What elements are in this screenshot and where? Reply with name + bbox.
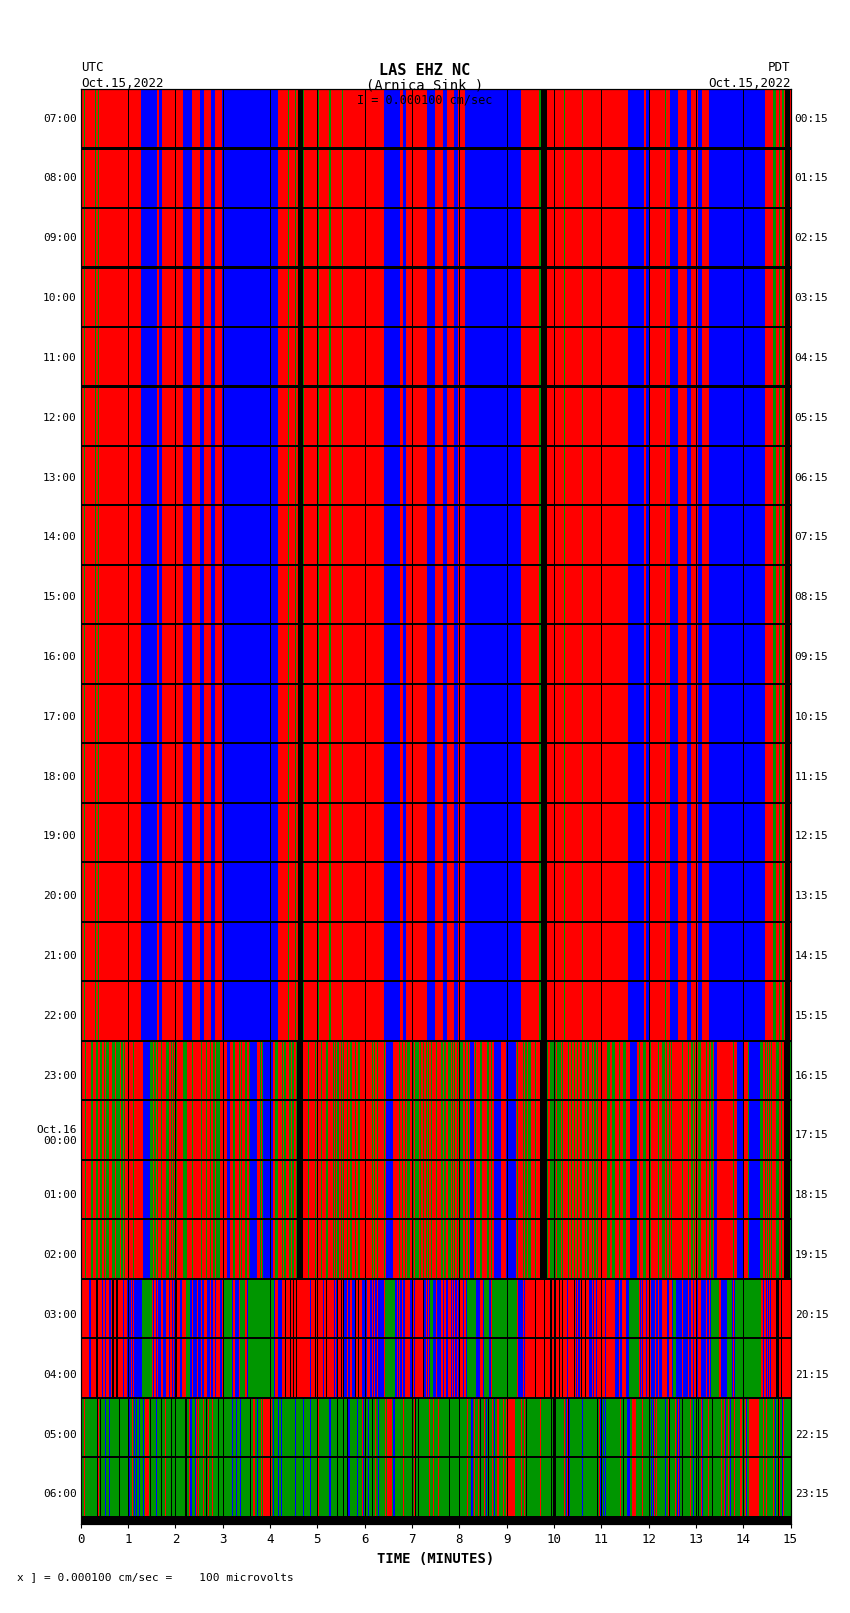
Text: x ] = 0.000100 cm/sec =    100 microvolts: x ] = 0.000100 cm/sec = 100 microvolts: [17, 1573, 294, 1582]
Text: I = 0.000100 cm/sec: I = 0.000100 cm/sec: [357, 94, 493, 106]
Text: Oct.15,2022: Oct.15,2022: [81, 77, 163, 90]
Text: LAS EHZ NC: LAS EHZ NC: [379, 63, 471, 79]
X-axis label: TIME (MINUTES): TIME (MINUTES): [377, 1552, 494, 1566]
Text: (Arnica Sink ): (Arnica Sink ): [366, 79, 484, 92]
Text: PDT: PDT: [768, 61, 790, 74]
Text: UTC: UTC: [81, 61, 103, 74]
Text: Oct.15,2022: Oct.15,2022: [708, 77, 790, 90]
